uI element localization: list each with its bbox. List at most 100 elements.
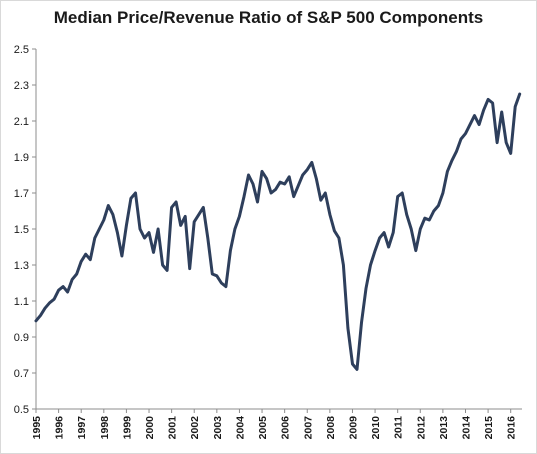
data-point — [396, 195, 399, 198]
data-point — [365, 287, 367, 290]
data-point — [274, 188, 277, 191]
x-tick-label: 1995 — [31, 416, 43, 440]
data-point — [415, 249, 417, 252]
data-point — [143, 237, 146, 239]
data-point — [130, 197, 132, 200]
y-tick-label: 0.9 — [14, 332, 29, 344]
data-point — [243, 195, 245, 198]
data-point — [288, 176, 291, 178]
data-point — [80, 260, 82, 263]
x-tick-label: 2012 — [415, 416, 427, 440]
data-point — [170, 206, 173, 209]
y-tick-label: 1.9 — [14, 152, 29, 164]
x-tick-label: 1996 — [54, 416, 66, 440]
data-point — [360, 321, 363, 324]
data-point — [428, 219, 431, 221]
data-point — [161, 264, 164, 266]
data-point — [234, 228, 236, 230]
data-point — [175, 201, 177, 203]
y-tick-label: 0.5 — [14, 404, 29, 416]
data-point — [112, 213, 114, 216]
x-tick-label: 2003 — [212, 416, 224, 440]
data-point — [446, 170, 449, 173]
y-tick-label: 2.1 — [14, 116, 29, 128]
data-point — [94, 237, 96, 239]
data-point — [311, 161, 313, 164]
data-point — [301, 174, 304, 176]
data-point — [134, 192, 137, 194]
data-point — [198, 213, 200, 216]
x-tick-label: 2011 — [393, 416, 405, 439]
data-point — [333, 230, 336, 232]
chart-title: Median Price/Revenue Ratio of S&P 500 Co… — [53, 8, 484, 27]
data-point — [306, 168, 309, 171]
x-tick-label: 1998 — [99, 416, 111, 440]
data-point — [261, 170, 263, 173]
x-tick-label: 2015 — [483, 416, 495, 440]
series-line — [34, 92, 522, 371]
data-point — [39, 314, 42, 317]
data-point — [179, 224, 182, 227]
data-point — [35, 320, 37, 322]
y-tick-label: 2.5 — [14, 44, 29, 56]
data-point — [315, 177, 318, 180]
y-tick-label: 1.7 — [14, 188, 29, 200]
data-point — [193, 221, 195, 223]
data-point — [356, 368, 358, 371]
data-point — [139, 228, 141, 230]
data-point — [392, 231, 395, 234]
data-point — [216, 275, 218, 277]
data-point — [401, 192, 404, 194]
y-tick-label: 2.3 — [14, 80, 29, 92]
data-point — [125, 224, 128, 227]
data-point — [184, 215, 186, 218]
data-point — [342, 264, 345, 266]
data-point — [297, 185, 300, 187]
data-point — [455, 150, 458, 153]
y-tick-label: 1.1 — [14, 296, 29, 308]
data-point — [238, 215, 241, 218]
data-point — [320, 199, 322, 201]
data-point — [166, 269, 168, 272]
x-tick-label: 2008 — [325, 416, 337, 440]
data-point — [478, 123, 480, 126]
data-point — [53, 298, 55, 301]
data-point — [437, 204, 440, 207]
x-tick-label: 2007 — [302, 416, 314, 440]
data-point — [66, 291, 69, 293]
data-point — [202, 206, 205, 209]
x-tick-label: 2016 — [506, 416, 518, 440]
data-point — [48, 302, 51, 304]
data-point — [514, 105, 516, 108]
data-point — [116, 231, 119, 234]
data-point — [464, 132, 467, 135]
data-point — [378, 237, 381, 239]
data-point — [405, 213, 408, 216]
data-point — [500, 111, 503, 113]
data-point — [247, 174, 250, 176]
data-point — [211, 273, 214, 275]
data-point — [220, 282, 223, 284]
data-point — [338, 237, 340, 239]
data-point — [473, 114, 476, 117]
data-point — [374, 249, 376, 252]
data-point — [252, 183, 254, 185]
data-point — [496, 141, 498, 144]
x-tick-label: 1999 — [121, 416, 133, 440]
data-point — [98, 228, 101, 230]
data-point — [207, 237, 209, 239]
data-point — [62, 285, 64, 288]
data-point — [487, 98, 489, 101]
x-tick-label: 2014 — [460, 416, 472, 440]
data-point — [482, 109, 485, 111]
x-tick-label: 2005 — [257, 416, 269, 440]
data-point — [225, 285, 227, 288]
data-point — [347, 327, 349, 329]
data-point — [71, 278, 73, 281]
data-point — [383, 231, 385, 234]
data-point — [188, 267, 191, 270]
data-point — [265, 177, 268, 180]
data-point — [103, 219, 105, 221]
